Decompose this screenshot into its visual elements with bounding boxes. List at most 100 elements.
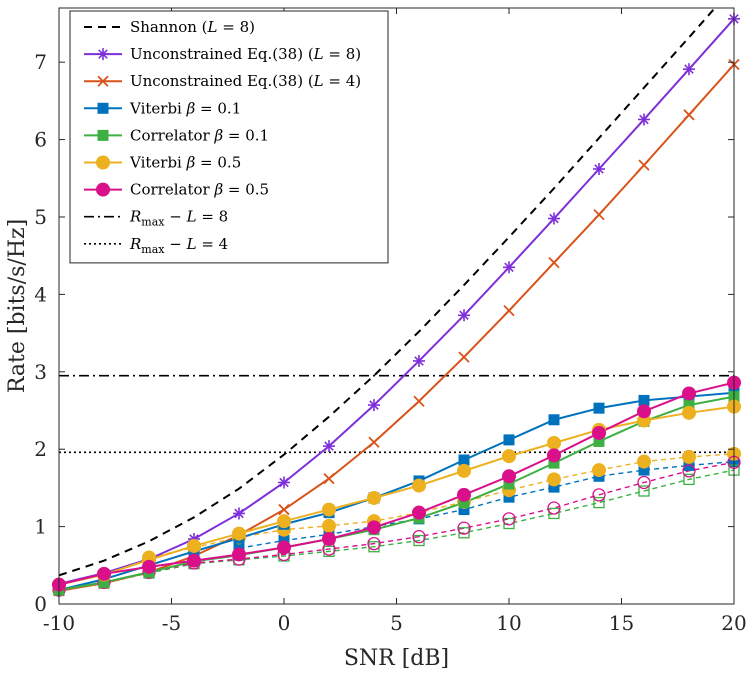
- data-point: [277, 540, 291, 555]
- legend-label: Shannon (L = 8): [130, 18, 255, 36]
- data-point: [638, 159, 650, 171]
- data-point: [502, 449, 516, 464]
- data-point: [682, 386, 696, 401]
- data-point: [233, 507, 245, 520]
- legend-label: Unconstrained Eq.(38) (L = 8): [130, 45, 361, 63]
- data-point: [367, 536, 381, 551]
- data-point: [97, 566, 111, 581]
- x-axis-title: SNR [dB]: [344, 646, 449, 671]
- data-point: [232, 547, 246, 562]
- x-tick-label: 20: [721, 611, 746, 635]
- data-point: [683, 109, 695, 121]
- data-point: [277, 514, 291, 529]
- data-point: [503, 517, 515, 530]
- data-point: [458, 527, 470, 539]
- x-tick-label: -10: [43, 611, 75, 635]
- data-point: [682, 449, 696, 464]
- data-point: [638, 485, 650, 497]
- data-point: [593, 162, 605, 175]
- data-point: [638, 113, 650, 126]
- series-lines: [59, 8, 734, 592]
- legend-box: [69, 10, 389, 264]
- data-point: [96, 155, 110, 170]
- series-line: [59, 395, 734, 592]
- data-point: [683, 473, 695, 486]
- legend-item: Viterbi β = 0.5: [84, 154, 241, 172]
- y-tick-label: 2: [34, 437, 47, 461]
- data-point: [367, 520, 381, 535]
- x-tick-label: -5: [162, 611, 181, 635]
- data-point: [502, 512, 516, 526]
- legend-item: Unconstrained Eq.(38) (L = 4): [84, 72, 361, 90]
- data-point: [593, 209, 605, 221]
- legend-label: Viterbi β = 0.1: [129, 99, 241, 117]
- y-tick-label: 4: [34, 282, 47, 306]
- data-point: [412, 478, 426, 493]
- data-point: [96, 182, 110, 197]
- data-point: [413, 354, 425, 367]
- data-point: [97, 75, 109, 87]
- data-point: [593, 402, 605, 414]
- legend-item: Shannon (L = 8): [84, 18, 255, 36]
- data-point: [503, 305, 515, 317]
- x-tick-label: 0: [278, 611, 291, 635]
- legend-label: Correlator β = 0.5: [130, 181, 269, 199]
- data-point: [322, 518, 336, 533]
- data-point: [592, 488, 606, 502]
- data-point: [503, 261, 515, 274]
- x-tick-label: 10: [496, 611, 521, 635]
- data-point: [458, 351, 470, 363]
- y-tick-label: 1: [34, 515, 47, 539]
- reference-lines: [59, 374, 734, 454]
- legend-item: Correlator β = 0.5: [84, 181, 269, 199]
- y-tick-label: 7: [34, 50, 47, 74]
- series-line: [59, 469, 734, 591]
- legend-item: Rmax − L = 8: [84, 208, 228, 229]
- data-point: [592, 425, 606, 440]
- data-point: [97, 129, 109, 141]
- series-line: [59, 405, 734, 586]
- data-point: [368, 436, 380, 448]
- data-point: [97, 48, 109, 61]
- y-tick-label: 3: [34, 360, 47, 384]
- data-point: [503, 434, 515, 446]
- legend-label: Correlator β = 0.1: [130, 126, 269, 144]
- y-tick-label: 0: [34, 592, 47, 616]
- data-point: [682, 405, 696, 420]
- data-point: [458, 309, 470, 322]
- data-point: [637, 454, 651, 469]
- data-point: [502, 469, 516, 484]
- data-point: [637, 404, 651, 419]
- data-point: [412, 505, 426, 520]
- legend: Shannon (L = 8) Unconstrained Eq.(38) (L …: [69, 10, 389, 264]
- legend-item: Viterbi β = 0.1: [84, 99, 241, 117]
- series-line: [59, 391, 734, 592]
- data-point: [547, 472, 561, 487]
- axis-ticks: -10 -5 0 5 10 15 20 0 1 2 3 4 5 6 7: [34, 8, 747, 635]
- legend-label: Rmax − L = 8: [129, 208, 228, 229]
- series-line: [59, 381, 734, 586]
- data-point: [413, 395, 425, 407]
- y-tick-label: 5: [34, 205, 47, 229]
- data-point: [322, 531, 336, 546]
- data-point: [457, 463, 471, 478]
- data-point: [548, 212, 560, 225]
- data-point: [548, 507, 560, 520]
- data-point: [458, 454, 470, 466]
- legend-label: Unconstrained Eq.(38) (L = 4): [130, 72, 361, 90]
- data-point: [323, 472, 335, 485]
- data-point: [278, 503, 290, 516]
- data-point: [278, 476, 290, 489]
- y-axis-title: Rate [bits/s/Hz]: [5, 219, 30, 393]
- data-point: [547, 436, 561, 451]
- legend-item: Unconstrained Eq.(38) (L = 8): [84, 45, 361, 63]
- data-point: [232, 526, 246, 541]
- data-point: [547, 501, 561, 515]
- data-point: [322, 502, 336, 517]
- data-point: [593, 496, 605, 509]
- data-point: [547, 448, 561, 463]
- data-point: [457, 521, 471, 535]
- data-point: [142, 559, 156, 574]
- legend-label: Viterbi β = 0.5: [129, 154, 241, 172]
